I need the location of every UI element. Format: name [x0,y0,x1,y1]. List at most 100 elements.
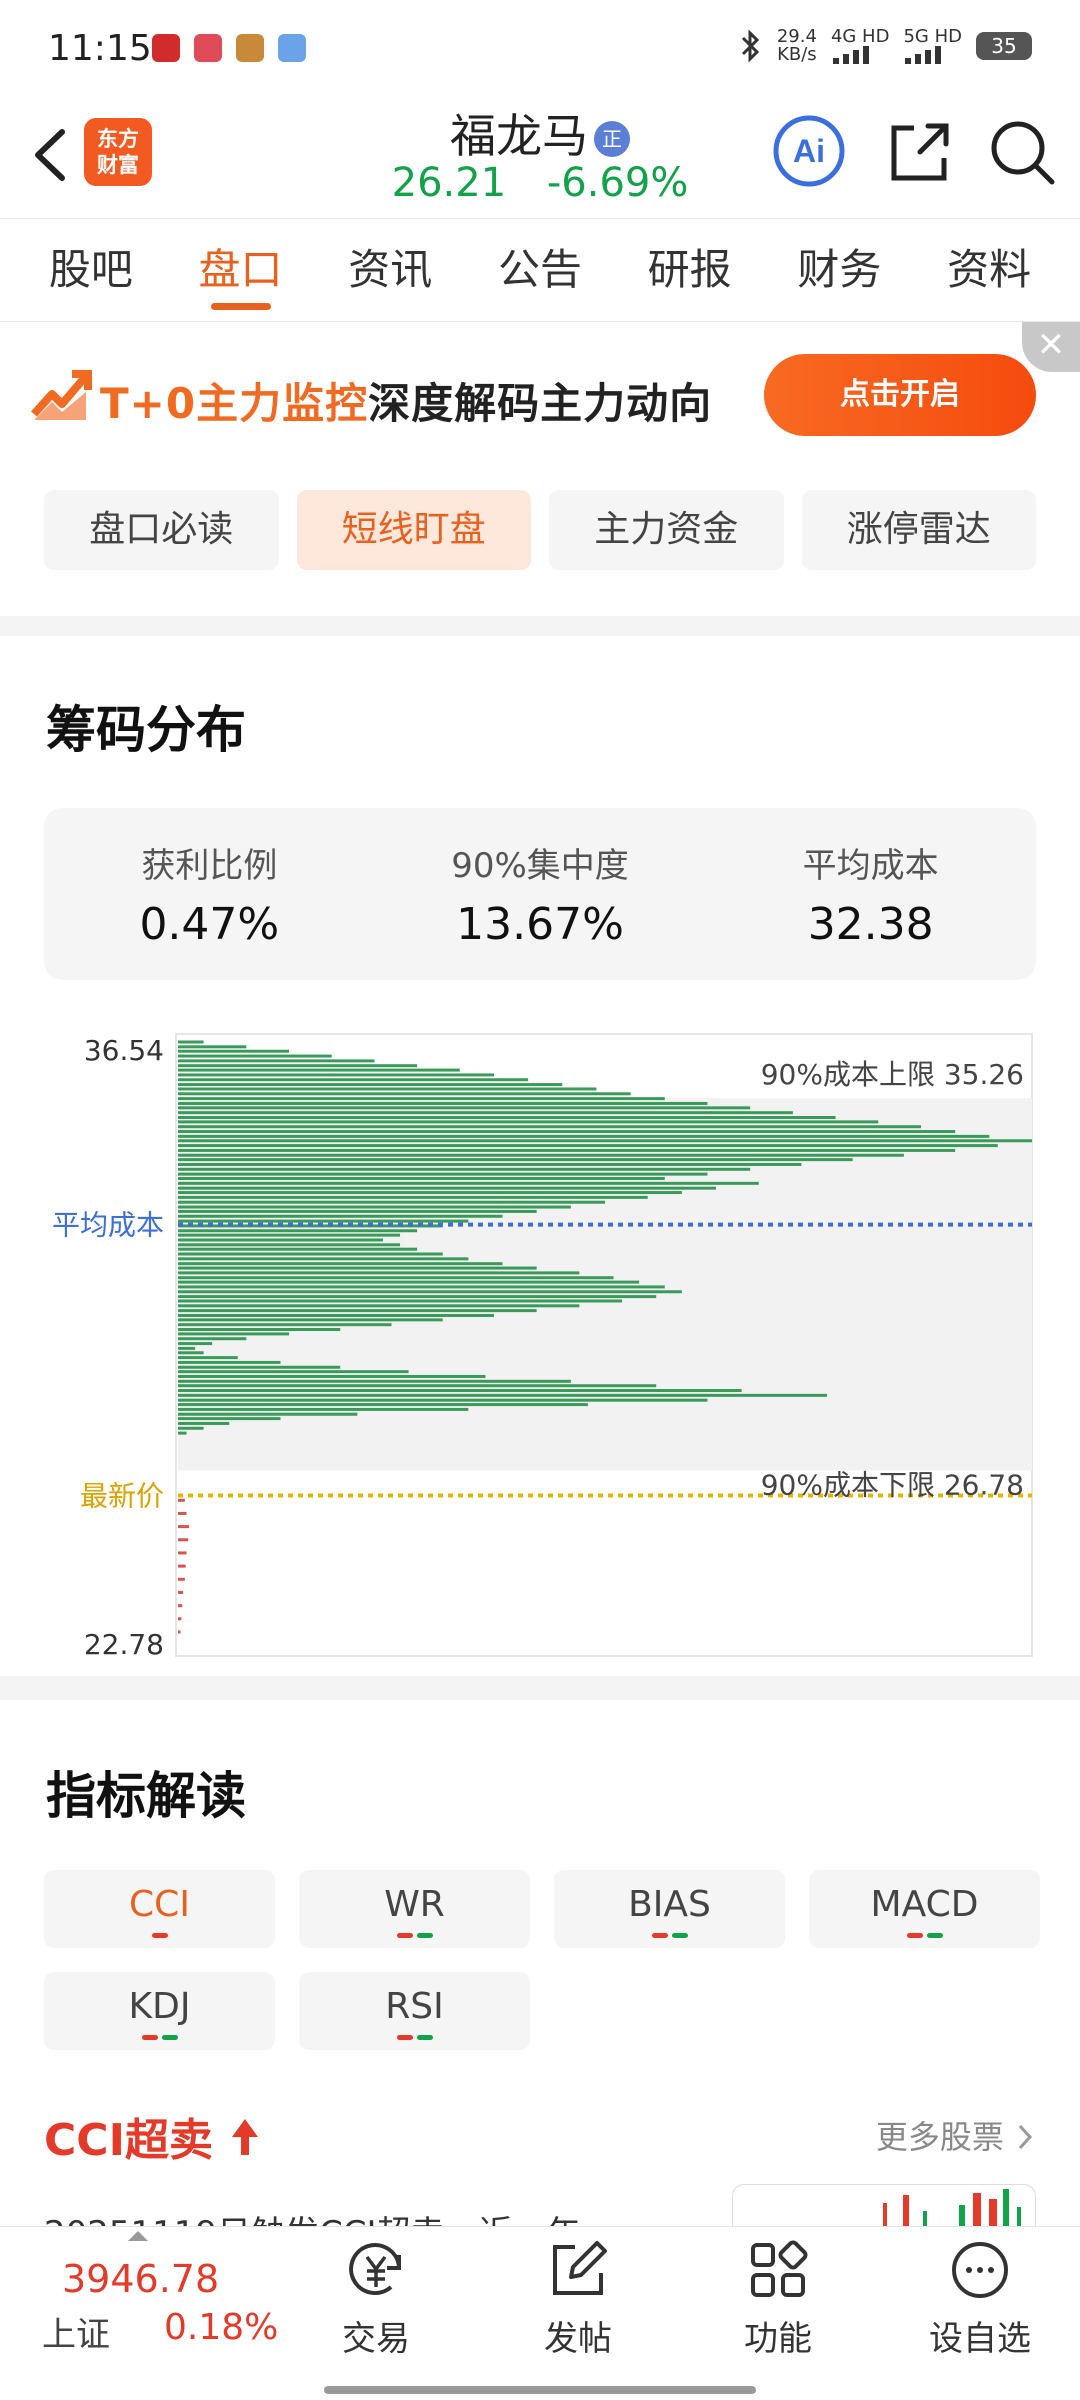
chip-bar [178,1360,281,1364]
chip-bar [178,1426,204,1430]
indicator-cci[interactable]: CCI [44,1870,275,1948]
indicator-bias[interactable]: BIAS [554,1870,785,1948]
chip-bar [178,1407,469,1411]
stat-value: 0.47% [139,899,280,950]
tab-research[interactable]: 研报 [647,245,732,294]
notification-icons [152,34,306,62]
chip-bar [178,1337,247,1341]
indicator-rsi[interactable]: RSI [299,1972,530,2050]
subtab-main-funds[interactable]: 主力资金 [549,490,784,570]
back-button[interactable] [20,120,80,190]
bluetooth-icon [741,29,759,63]
subtab-limit-up-radar[interactable]: 涨停雷达 [801,490,1036,570]
stat-value: 13.67% [456,899,624,950]
more-stocks-link[interactable]: 更多股票 [876,2112,1036,2158]
chip-bar [178,1087,597,1091]
brand-logo-text: 东方财富 [97,127,139,177]
chip-bar [178,1266,537,1270]
chip-bar [178,1276,614,1280]
sub-tabs: 盘口必读 短线盯盘 主力资金 涨停雷达 [0,472,1080,616]
subtab-must-read[interactable]: 盘口必读 [44,490,279,570]
function-icon [751,2240,808,2297]
chip-bar [178,1111,793,1115]
chip-bar [178,1209,537,1213]
svg-text:Ai: Ai [793,133,825,169]
signal-icon [832,46,869,64]
chip-bar [178,1125,921,1129]
nav-add-watchlist[interactable]: 设自选 [900,2237,1060,2360]
chip-bar [178,1346,196,1350]
indicator-wr[interactable]: WR [299,1870,530,1948]
chevron-left-icon [35,129,65,181]
banner-open-button[interactable]: 点击开启 [764,354,1036,436]
chip-bar-below [178,1590,184,1594]
arrow-up-icon [232,2119,259,2155]
nav-trade[interactable]: 交易 [296,2237,456,2360]
tab-pankou[interactable]: 盘口 [199,218,283,322]
chip-bar [178,1059,375,1063]
chip-bar-below [178,1511,187,1515]
market-index-widget[interactable]: 3946.78 上证 0.18% [0,2227,300,2400]
indicator-macd[interactable]: MACD [809,1870,1040,1948]
tab-finance[interactable]: 财务 [797,245,882,294]
chip-bar [178,1130,956,1134]
signal-icon [905,46,942,64]
net-speed: 29.4 KB/s [777,28,817,64]
banner-close-button[interactable]: ✕ [1022,322,1080,372]
tab-profile[interactable]: 资料 [947,245,1032,294]
subtab-short-term[interactable]: 短线盯盘 [296,490,531,570]
banner-highlight: T+0主力监控 [100,379,369,428]
nav-label: 设自选 [929,2319,1031,2359]
indicator-mark [396,1933,433,1938]
chip-bar [178,1144,998,1148]
indicator-kdj[interactable]: KDJ [44,1972,275,2050]
tab-news[interactable]: 资讯 [348,245,433,294]
chip-bar [178,1370,409,1374]
tab-announcements[interactable]: 公告 [497,245,582,294]
search-button[interactable] [984,114,1060,190]
nav-post[interactable]: 发帖 [498,2237,658,2360]
chip-bar [178,1219,469,1223]
indicator-label: CCI [129,1884,190,1925]
mini-candlestick-chart[interactable] [732,2184,1036,2226]
chip-bar [178,1073,494,1077]
chip-bar [178,1214,503,1218]
indicator-grid: CCI WR BIAS MACD KDJ RSI [44,1870,1040,2050]
tab-guba[interactable]: 股吧 [48,245,133,294]
stock-name: 福龙马 [450,109,588,163]
chip-bar [178,1172,708,1176]
chip-bar [178,1139,1032,1143]
chip-bar [178,1412,358,1416]
trend-icon [31,370,92,420]
signal-5g: 5G HD [903,28,962,64]
home-indicator [324,2386,756,2394]
chip-bar [178,1384,657,1388]
trade-icon [349,2243,401,2295]
chip-bar [178,1374,486,1378]
verified-badge: 正 [594,121,630,157]
chip-bar [178,1049,290,1053]
chip-bar-below [178,1498,185,1502]
chip-bar [178,1186,717,1190]
promo-banner[interactable]: T+0主力监控深度解码主力动向 点击开启 ✕ [0,322,1080,472]
chip-bar [178,1083,563,1087]
indicator-label: RSI [385,1986,444,2027]
stat-label: 获利比例 [141,846,278,886]
share-button[interactable] [884,116,956,188]
chip-bar [178,1299,623,1303]
chip-bar [178,1285,665,1289]
y-tick-label: 22.78 [84,1628,164,1661]
nav-functions[interactable]: 功能 [698,2237,858,2360]
network-label: 4G HD [830,26,890,47]
chip-bar [178,1290,682,1294]
indicator-mark [151,1933,168,1938]
battery-icon: 35 [976,32,1032,60]
indicator-mark [651,1933,688,1938]
chip-bar [178,1191,682,1195]
chip-distribution-card: 筹码分布 获利比例 0.47% 90%集中度 13.67% 平均成本 32.38… [0,636,1080,1676]
signal-title: CCI超卖 [44,2104,262,2168]
ai-assistant-button[interactable]: Ai [772,114,846,188]
watchlist-icon [952,2242,1008,2298]
brand-logo[interactable]: 东方财富 [84,118,152,186]
chip-bar [178,1351,204,1355]
